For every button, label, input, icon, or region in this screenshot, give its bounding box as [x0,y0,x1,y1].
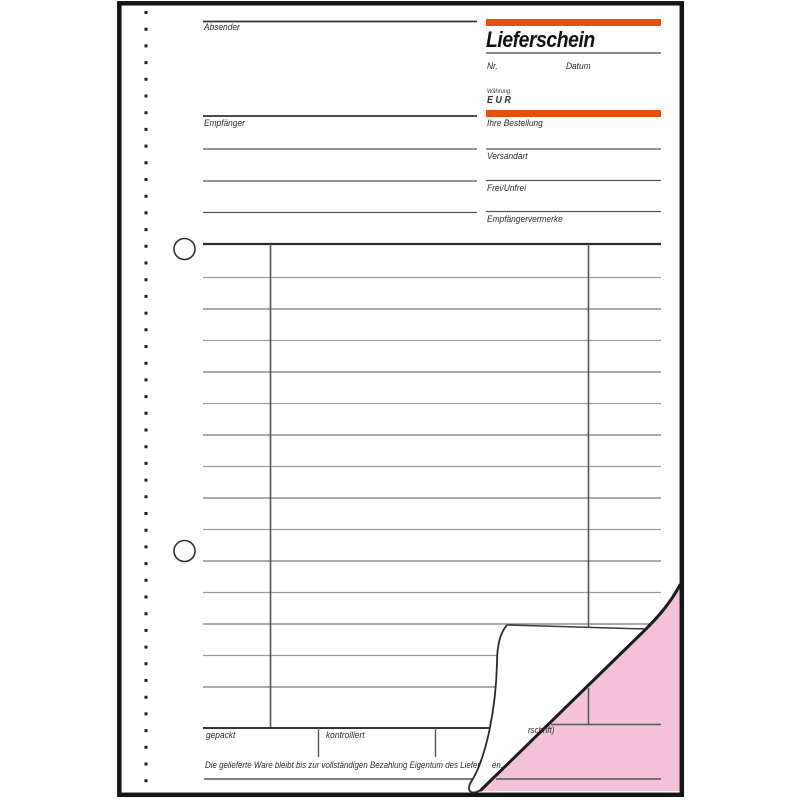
signature-label-fragment: rschrift) [528,725,555,735]
ihre-bestellung-label: Ihre Bestellung [487,118,543,129]
currency-value: EUR [487,95,514,106]
absender-label: Absender [204,22,240,33]
nr-label: Nr. [487,61,498,72]
datum-label: Datum [566,61,591,72]
form-sheet [117,1,684,797]
form-title: Lieferschein [486,27,595,52]
gepackt-label: gepackt [206,730,236,741]
empfaengervermerke-label: Empfängervermerke [487,214,563,225]
retention-note: Die gelieferte Ware bleibt bis zur volls… [205,760,503,770]
frei-unfrei-label: Frei/Unfrei [487,183,527,194]
lieferanten-fragment: en. [492,760,504,770]
empfaenger-label: Empfänger [204,118,245,129]
versandart-label: Versandart [487,151,528,162]
kontrolliert-label: kontrolliert [326,730,365,741]
